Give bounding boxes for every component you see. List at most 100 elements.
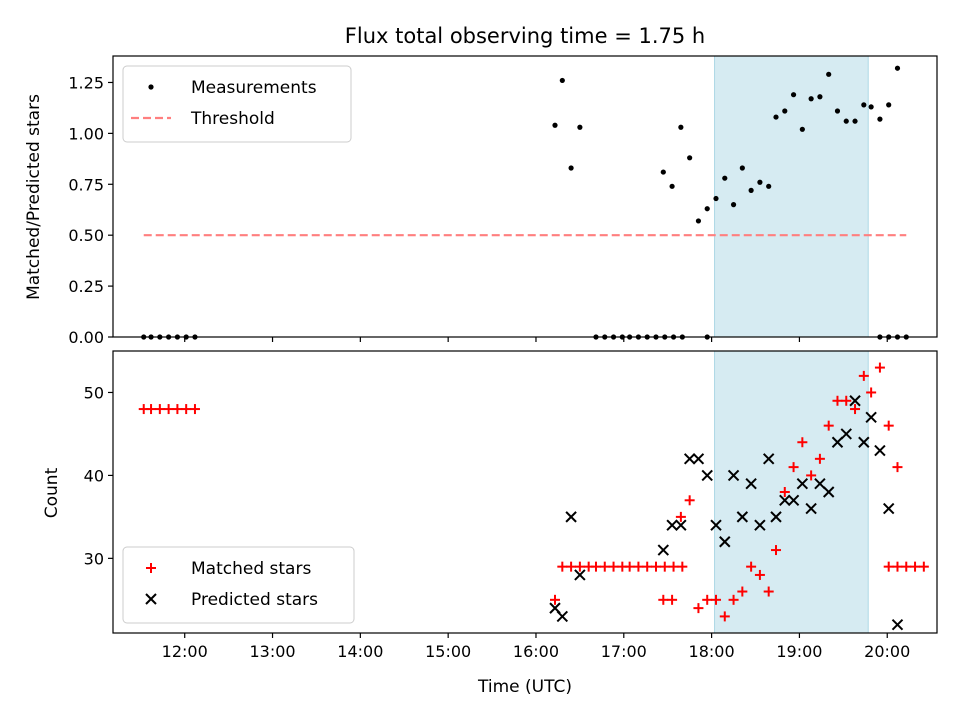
top-measurement-point xyxy=(877,116,883,122)
bottom-predicted-point xyxy=(710,519,722,531)
bottom-matched-point xyxy=(892,561,903,572)
x-tick-label: 17:00 xyxy=(601,642,647,661)
bottom-predicted-point xyxy=(796,477,809,490)
top-highlight-span xyxy=(714,55,869,338)
bottom-matched-point xyxy=(684,495,695,506)
top-measurement-point xyxy=(886,102,892,108)
top-measurement-point xyxy=(687,155,693,161)
bottom-y-tick-label: 50 xyxy=(84,383,104,402)
bottom-matched-point xyxy=(814,453,825,464)
bottom-matched-point xyxy=(702,594,713,605)
bottom-matched-point xyxy=(574,561,585,572)
bottom-legend-label: Matched stars xyxy=(191,559,311,579)
bottom-matched-point xyxy=(737,586,748,597)
top-measurement-point xyxy=(894,65,901,71)
top-y-tick-label: 0.50 xyxy=(68,226,104,245)
bottom-predicted-point xyxy=(683,453,696,465)
bottom-predicted-point xyxy=(565,511,577,523)
top-measurement-point xyxy=(834,108,841,114)
bottom-axes-frame xyxy=(112,350,938,634)
top-y-tick-label: 1.25 xyxy=(68,73,104,92)
bottom-matched-point xyxy=(901,561,912,572)
x-tick-label: 14:00 xyxy=(337,642,383,661)
bottom-matched-point xyxy=(754,569,765,580)
top-measurement-point xyxy=(695,218,702,224)
bottom-matched-point xyxy=(806,470,817,481)
top-measurement-point xyxy=(704,206,710,212)
bottom-y-tick-label: 30 xyxy=(84,549,104,568)
top-measurement-point xyxy=(808,96,814,102)
bottom-matched-point xyxy=(779,487,790,497)
bottom-predicted-point xyxy=(831,436,844,448)
bottom-predicted-point xyxy=(822,486,835,498)
bottom-predicted-point xyxy=(779,494,791,507)
top-measurement-point xyxy=(739,165,745,171)
bottom-matched-point xyxy=(918,561,929,572)
x-tick-label: 19:00 xyxy=(776,642,822,661)
top-measurement-point xyxy=(722,175,728,181)
bottom-matched-point xyxy=(624,561,635,572)
top-y-tick-label: 0.00 xyxy=(68,328,104,347)
bottom-matched-point xyxy=(763,586,774,597)
bottom-matched-point xyxy=(858,370,869,381)
bottom-matched-point xyxy=(866,387,877,398)
bottom-matched-point xyxy=(566,561,577,572)
bottom-matched-point xyxy=(874,362,885,373)
bottom-matched-point xyxy=(771,545,782,556)
bottom-matched-point xyxy=(677,561,688,572)
bottom-legend: Matched stars Predicted stars xyxy=(122,546,355,624)
bottom-matched-point xyxy=(797,437,808,448)
top-measurement-point xyxy=(868,104,874,110)
top-measurement-point xyxy=(861,102,867,108)
bottom-predicted-point xyxy=(762,453,775,465)
bottom-matched-point xyxy=(841,395,852,406)
top-legend-measurement-swatch xyxy=(148,84,154,90)
bottom-predicted-point xyxy=(574,569,586,581)
bottom-predicted-point xyxy=(727,469,740,482)
top-y-tick-label: 0.25 xyxy=(68,277,104,296)
top-measurement-point xyxy=(568,165,574,171)
bottom-legend-matched-swatch xyxy=(146,563,156,573)
bottom-y-axis-label: Count xyxy=(42,467,62,518)
bottom-matched-point xyxy=(668,561,679,572)
bottom-predicted-point xyxy=(858,436,870,448)
top-measurement-point xyxy=(852,118,858,124)
top-measurement-point xyxy=(730,202,737,208)
bottom-matched-point xyxy=(608,561,619,572)
bottom-predicted-point xyxy=(787,494,800,507)
bottom-matched-point xyxy=(146,404,157,415)
top-legend: Measurements Threshold xyxy=(122,65,352,143)
top-measurement-point xyxy=(766,183,772,189)
bottom-matched-point xyxy=(719,611,730,622)
x-tick-label: 15:00 xyxy=(425,642,471,661)
bottom-matched-point xyxy=(163,404,174,415)
bottom-matched-point xyxy=(788,462,799,473)
top-measurement-point xyxy=(843,118,849,124)
x-tick-label: 16:00 xyxy=(513,642,559,661)
bottom-matched-point xyxy=(658,594,669,605)
bottom-matched-point xyxy=(550,594,561,605)
bottom-legend-predicted-swatch xyxy=(145,593,157,605)
bottom-matched-point xyxy=(850,404,861,415)
bottom-matched-point xyxy=(892,462,903,473)
top-measurement-point xyxy=(782,108,788,114)
bottom-matched-point xyxy=(172,404,183,415)
bottom-predicted-point xyxy=(770,511,782,523)
top-measurement-point xyxy=(773,114,779,120)
x-tick-label: 13:00 xyxy=(249,642,295,661)
top-legend-box xyxy=(122,65,352,143)
top-measurement-point xyxy=(678,124,684,130)
bottom-matched-point xyxy=(675,511,686,522)
bottom-predicted-point xyxy=(692,453,705,465)
bottom-matched-point xyxy=(650,561,661,572)
bottom-predicted-point xyxy=(814,477,826,490)
bottom-legend-box xyxy=(122,546,355,624)
bottom-matched-point xyxy=(181,404,192,415)
bottom-panel: 30 40 50 12:00 13:00 14:00 15:00 16:00 17:00 18:0… xyxy=(84,350,938,661)
top-legend-label: Threshold xyxy=(190,109,275,129)
bottom-y-tick-label: 40 xyxy=(84,466,104,485)
top-measurement-point xyxy=(713,195,719,202)
top-measurement-point xyxy=(799,126,805,132)
bottom-matched-point xyxy=(883,561,894,572)
